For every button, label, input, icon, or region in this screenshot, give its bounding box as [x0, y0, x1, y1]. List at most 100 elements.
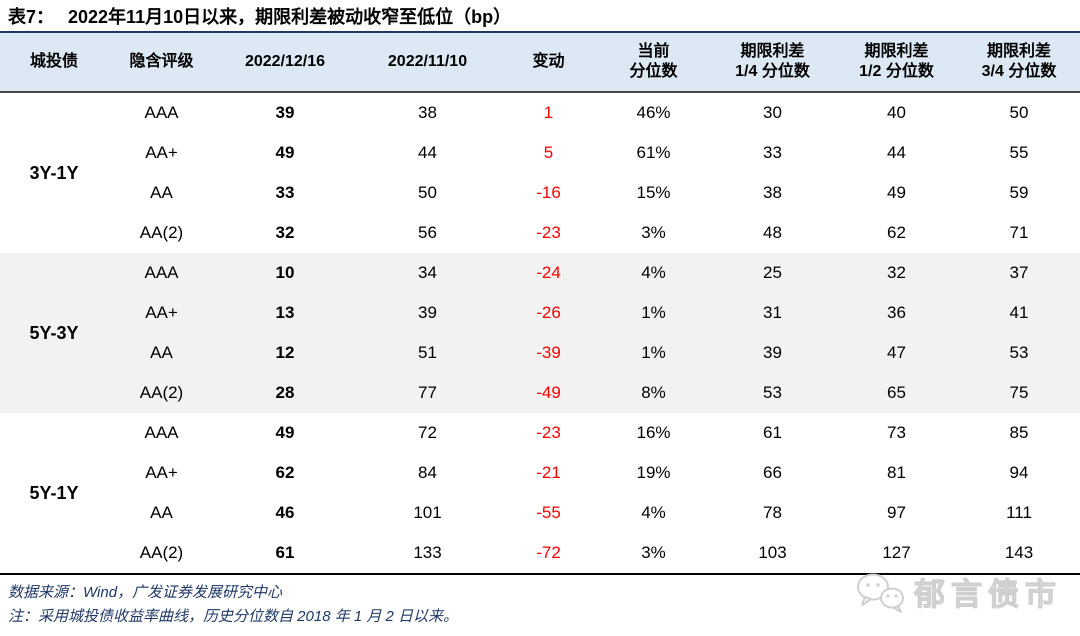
quartile-25-cell: 38 — [763, 183, 782, 202]
column-header-current-percentile: 当前 分位数 — [597, 42, 710, 82]
quartile-75-cell: 41 — [1009, 303, 1029, 322]
percentile-cell: 46% — [636, 103, 671, 122]
percentile-cell: 8% — [641, 383, 666, 402]
percentile-cell: 4% — [641, 263, 666, 282]
quartile-75-cell: 111 — [1006, 503, 1032, 522]
table-bottom-rule — [0, 573, 1080, 575]
rating-cell: AA+ — [145, 303, 178, 322]
quartile-25-cell: 30 — [763, 103, 782, 122]
quartile-75-cell: 55 — [1009, 143, 1029, 162]
rating-cell: AA(2) — [139, 543, 184, 562]
column-header-text: 3/4 分位数 — [981, 63, 1057, 80]
row-group-label: 3Y-1Y — [29, 162, 79, 183]
quartile-75-cell: 94 — [1009, 463, 1029, 482]
quartile-50-cell: 127 — [882, 543, 911, 562]
quartile-50-cell: 73 — [887, 423, 906, 442]
value-20221216-cell: 49 — [275, 143, 295, 162]
value-20221216-cell: 62 — [275, 463, 295, 482]
column-header-date-20221216: 2022/12/16 — [215, 52, 355, 72]
table-title-text: 2022年11月10日以来，期限利差被动收窄至低位（bp） — [68, 6, 512, 27]
table-section-5y-3y: 5Y-3Y AAA 10 34 -24 4% 25 32 37 AA+ 13 39 -26 1% 31 36 4… — [0, 253, 1080, 413]
value-20221216-cell: 33 — [275, 183, 295, 202]
column-header-quartile-50: 期限利差 1/2 分位数 — [835, 42, 958, 82]
row-group-label: 5Y-3Y — [29, 322, 79, 343]
quartile-50-cell: 97 — [887, 503, 906, 522]
change-cell: -26 — [536, 303, 561, 322]
value-20221216-cell: 49 — [275, 423, 295, 442]
column-header-text: 隐含评级 — [129, 53, 194, 70]
quartile-75-cell: 85 — [1009, 423, 1029, 442]
table-footnotes: 数据来源：Wind，广发证券发展研究中心 注：采用城投债收益率曲线，历史分位数自… — [0, 575, 1080, 629]
value-20221110-cell: 50 — [418, 183, 437, 202]
quartile-75-cell: 59 — [1009, 183, 1029, 202]
value-20221216-cell: 12 — [275, 343, 295, 362]
quartile-50-cell: 65 — [887, 383, 906, 402]
value-20221110-cell: 72 — [418, 423, 437, 442]
value-20221216-cell: 32 — [275, 223, 295, 242]
rating-cell: AA — [150, 503, 173, 522]
percentile-cell: 16% — [636, 423, 671, 442]
quartile-25-cell: 39 — [763, 343, 782, 362]
change-cell: -21 — [536, 463, 561, 482]
table-body: 3Y-1Y AAA 39 38 1 46% 30 40 50 AA+ 49 44 5 61% 33 44 55 A… — [0, 93, 1080, 573]
column-header-text: 2022/12/16 — [244, 53, 326, 70]
percentile-cell: 61% — [636, 143, 671, 162]
change-cell: -72 — [536, 543, 561, 562]
value-20221110-cell: 44 — [418, 143, 437, 162]
value-20221110-cell: 101 — [413, 503, 442, 522]
column-header-text: 变动 — [532, 53, 565, 70]
quartile-50-cell: 49 — [887, 183, 906, 202]
value-20221110-cell: 133 — [413, 543, 442, 562]
rating-cell: AA(2) — [139, 383, 184, 402]
change-cell: 5 — [543, 143, 554, 162]
percentile-cell: 19% — [636, 463, 671, 482]
value-20221216-cell: 10 — [275, 263, 295, 282]
percentile-cell: 1% — [641, 343, 666, 362]
rating-cell: AA — [150, 183, 173, 202]
column-header-text: 当前 — [637, 43, 670, 60]
table-section-5y-1y: 5Y-1Y AAA 49 72 -23 16% 61 73 85 AA+ 62 84 -21 19% 66 8… — [0, 413, 1080, 573]
percentile-cell: 3% — [641, 223, 666, 242]
column-header-text: 1/2 分位数 — [859, 63, 934, 80]
quartile-50-cell: 47 — [887, 343, 906, 362]
column-header-implied-rating: 隐含评级 — [108, 52, 215, 72]
value-20221110-cell: 39 — [418, 303, 437, 322]
rating-cell: AA+ — [145, 143, 178, 162]
quartile-50-cell: 81 — [887, 463, 906, 482]
rating-cell: AA(2) — [139, 223, 184, 242]
rating-cell: AAA — [144, 423, 179, 442]
column-header-text: 2022/11/10 — [387, 53, 468, 70]
column-header-text: 城投债 — [29, 53, 78, 70]
change-cell: -24 — [536, 263, 561, 282]
value-20221110-cell: 38 — [418, 103, 437, 122]
quartile-50-cell: 40 — [887, 103, 906, 122]
rating-cell: AA+ — [145, 463, 178, 482]
quartile-75-cell: 143 — [1004, 543, 1034, 562]
change-cell: -49 — [536, 383, 561, 402]
quartile-25-cell: 66 — [763, 463, 782, 482]
watermark-label: 郁言债市 — [914, 577, 1062, 613]
column-header-text: 期限利差 — [740, 43, 805, 60]
value-20221110-cell: 34 — [418, 263, 437, 282]
change-cell: -39 — [536, 343, 561, 362]
value-20221216-cell: 39 — [275, 103, 295, 122]
change-cell: -23 — [536, 423, 561, 442]
quartile-25-cell: 31 — [763, 303, 782, 322]
brand-watermark: 郁言债市 — [854, 569, 1062, 614]
column-header-quartile-75: 期限利差 3/4 分位数 — [958, 42, 1080, 82]
percentile-cell: 1% — [641, 303, 666, 322]
change-cell: -16 — [536, 183, 561, 202]
quartile-75-cell: 53 — [1009, 343, 1029, 362]
change-cell: -55 — [536, 503, 561, 522]
quartile-75-cell: 50 — [1009, 103, 1029, 122]
value-20221216-cell: 13 — [275, 303, 295, 322]
column-header-bond-type: 城投债 — [0, 52, 108, 72]
column-header-text: 1/4 分位数 — [735, 63, 810, 80]
quartile-25-cell: 48 — [763, 223, 782, 242]
quartile-25-cell: 103 — [758, 543, 787, 562]
quartile-50-cell: 32 — [887, 263, 906, 282]
column-header-change: 变动 — [500, 52, 597, 72]
table-number-label: 表7： — [8, 6, 55, 27]
change-cell: -23 — [536, 223, 561, 242]
